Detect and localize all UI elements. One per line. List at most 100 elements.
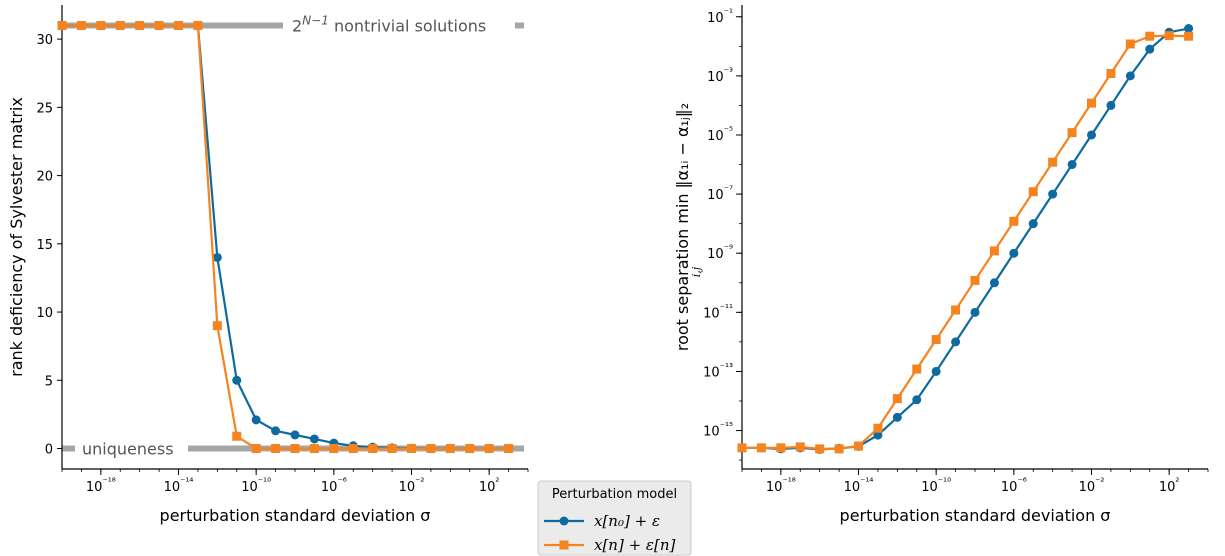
- data-point-series-2: [57, 20, 67, 30]
- data-point-series-1: [1125, 71, 1135, 81]
- data-point-series-2: [387, 444, 397, 454]
- y-tick-label: 5: [45, 374, 53, 389]
- data-point-series-2: [154, 20, 164, 30]
- data-point-series-2: [873, 423, 883, 433]
- data-point-series-1: [892, 412, 902, 422]
- data-point-series-2: [1125, 39, 1135, 49]
- data-point-series-1: [989, 278, 999, 288]
- series-line-1: [62, 24, 509, 450]
- data-point-series-1: [931, 366, 941, 376]
- x-axis-label: perturbation standard deviation σ: [840, 506, 1111, 525]
- data-point-series-2: [174, 20, 183, 30]
- data-point-series-2: [1145, 31, 1155, 41]
- data-point-series-1: [1106, 100, 1116, 110]
- data-point-series-1: [212, 252, 222, 262]
- data-point-series-2: [795, 442, 805, 452]
- right-panel-root-separation: 10⁻¹⁵ 10⁻¹³ 10⁻¹¹ 10⁻⁹ 10⁻⁷ 10⁻⁵ 10⁻³ 10⁻¹ 10⁻¹⁸…: [673, 5, 1209, 525]
- data-point-series-1: [970, 307, 980, 317]
- data-point-series-1: [1028, 219, 1038, 229]
- data-point-series-2: [76, 20, 86, 30]
- data-point-series-2: [756, 443, 766, 453]
- data-point-series-2: [407, 444, 416, 454]
- data-point-series-2: [951, 305, 961, 315]
- data-point-series-2: [426, 444, 436, 454]
- data-point-series-1: [1067, 160, 1077, 170]
- y-tick-label: 30: [36, 33, 53, 48]
- x-tick-label: 10⁻¹⁸: [86, 477, 116, 495]
- y-tick-label: 10⁻¹³: [703, 362, 733, 380]
- data-point-series-2: [348, 444, 358, 454]
- y-tick-label: 10⁻¹¹: [703, 303, 733, 321]
- data-point-series-2: [776, 443, 786, 453]
- data-point-series-1: [232, 375, 242, 385]
- legend-label-1: x[n₀] + ε: [594, 512, 660, 530]
- data-point-series-1: [309, 434, 319, 444]
- x-tick-label: 10⁻¹⁸: [766, 477, 796, 495]
- data-point-series-2: [135, 20, 145, 30]
- data-point-series-1: [1048, 189, 1058, 199]
- x-tick-label: 10⁻⁶: [321, 477, 347, 495]
- y-axis-label: root separation min ‖α₁ᵢ − α₁ⱼ‖₂: [673, 103, 692, 351]
- series-line-2: [742, 34, 1189, 450]
- data-point-series-2: [970, 275, 980, 285]
- data-point-series-2: [854, 441, 863, 451]
- data-point-series-2: [368, 444, 378, 454]
- data-point-series-2: [1048, 157, 1058, 167]
- y-tick-label: 15: [36, 238, 53, 253]
- data-point-series-2: [212, 321, 222, 331]
- data-point-series-2: [232, 431, 242, 441]
- y-tick-label: 25: [36, 101, 53, 116]
- x-axis-label: perturbation standard deviation σ: [160, 506, 431, 525]
- data-point-series-2: [1184, 31, 1194, 41]
- series-line-2: [62, 24, 509, 450]
- data-point-series-1: [873, 430, 883, 440]
- data-point-series-1: [1009, 248, 1019, 258]
- data-point-series-2: [96, 20, 106, 30]
- data-point-series-2: [1106, 69, 1116, 79]
- data-point-series-2: [465, 444, 475, 454]
- x-tick-label: 10⁻²: [399, 477, 425, 495]
- data-point-series-2: [1009, 216, 1019, 226]
- legend-label-2: x[n] + ε[n]: [594, 536, 675, 554]
- reference-label-nontrivial: 2N−1 nontrivial solutions: [292, 13, 486, 35]
- series-line-1: [742, 27, 1189, 451]
- y-axis-label-subscript: i,j: [690, 266, 703, 277]
- legend-title: Perturbation model: [552, 487, 677, 502]
- reference-label-uniqueness: uniqueness: [82, 440, 174, 459]
- x-tick-label: 10⁻¹⁰: [921, 477, 951, 495]
- y-tick-label: 10⁻⁹: [707, 244, 733, 262]
- data-point-series-1: [1087, 130, 1096, 140]
- data-point-series-2: [912, 364, 922, 374]
- legend-marker-1: [559, 516, 569, 526]
- data-point-series-2: [309, 444, 319, 454]
- data-point-series-2: [737, 443, 747, 453]
- data-point-series-2: [931, 335, 941, 345]
- data-point-series-2: [989, 246, 999, 256]
- y-tick-label: 0: [45, 443, 53, 458]
- y-tick-label: 10⁻³: [707, 67, 733, 85]
- x-tick-label: 10⁻²: [1079, 477, 1105, 495]
- y-tick-label: 10⁻⁵: [707, 126, 733, 144]
- data-point-series-2: [1067, 128, 1077, 138]
- data-point-series-1: [1145, 44, 1155, 54]
- legend-box: [537, 480, 692, 556]
- y-axis-label: rank deficiency of Sylvester matrix: [7, 97, 26, 377]
- data-point-series-2: [1164, 31, 1174, 41]
- data-point-series-1: [912, 395, 922, 405]
- left-panel-rank-deficiency: 2N−1 nontrivial solutions uniqueness 0 5 10 1…: [7, 5, 529, 525]
- legend-marker-2: [559, 540, 569, 550]
- y-tick-label: 10: [36, 306, 53, 321]
- data-point-series-1: [1184, 24, 1194, 34]
- data-point-series-1: [271, 426, 281, 436]
- legend: Perturbation model x[n₀] + ε x[n] + ε[n]: [537, 480, 692, 556]
- data-point-series-2: [271, 444, 281, 454]
- y-tick-label: 20: [36, 170, 53, 185]
- y-tick-label: 10⁻¹: [707, 8, 733, 26]
- y-tick-label: 10⁻¹⁵: [703, 422, 733, 440]
- x-tick-label: 10²: [479, 477, 500, 495]
- x-tick-label: 10⁻¹⁰: [241, 477, 271, 495]
- data-point-series-2: [251, 444, 261, 454]
- x-tick-label: 10⁻¹⁴: [844, 477, 874, 495]
- data-point-series-1: [951, 337, 961, 347]
